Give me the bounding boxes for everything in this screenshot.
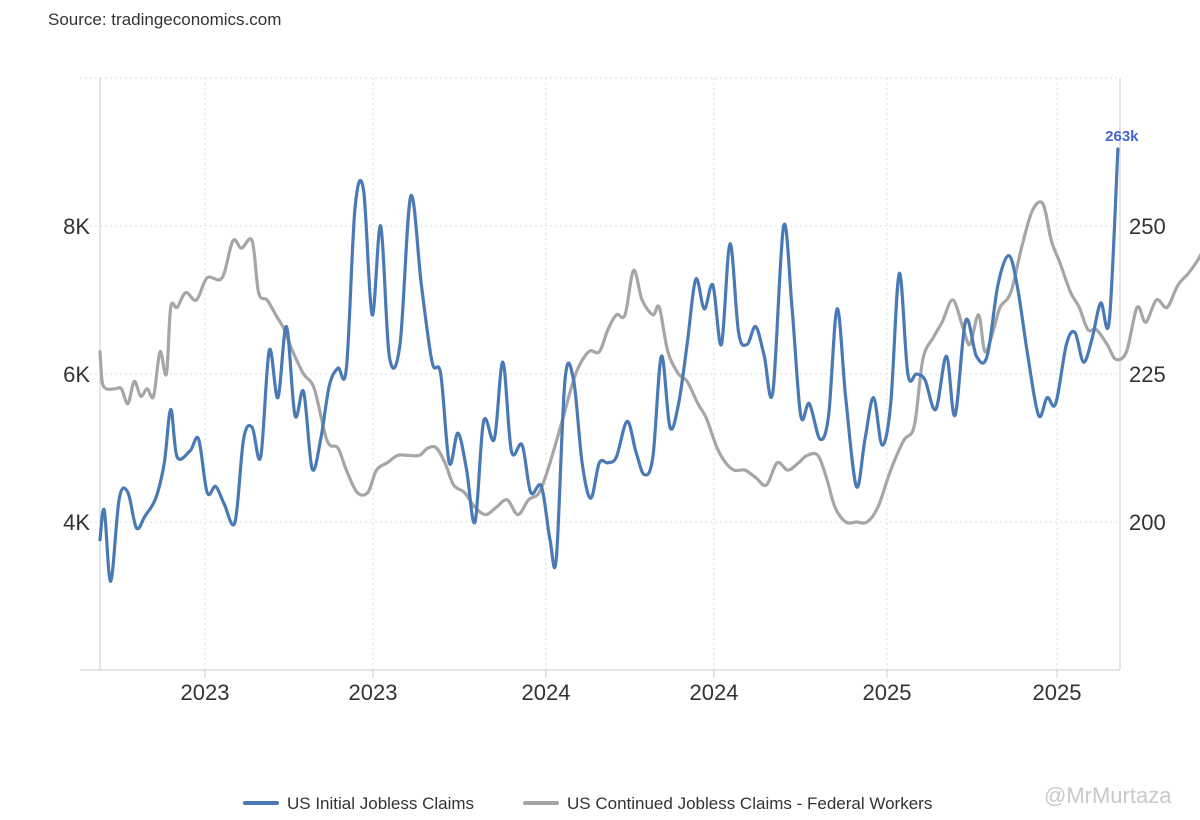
legend-label: US Initial Jobless Claims bbox=[287, 794, 474, 813]
y-left-tick-label: 4K bbox=[63, 510, 90, 535]
legend: US Initial Jobless Claims US Continued Jo… bbox=[243, 794, 932, 813]
x-tick-label: 2025 bbox=[1033, 680, 1082, 705]
axes bbox=[80, 78, 1121, 678]
end-label-us-initial-jobless-claims: 263k bbox=[1105, 128, 1139, 145]
legend-label: US Continued Jobless Claims - Federal Wo… bbox=[567, 794, 932, 813]
x-tick-label: 2023 bbox=[349, 680, 398, 705]
legend-item-us-continued-jobless-claims-federal-workers[interactable]: US Continued Jobless Claims - Federal Wo… bbox=[523, 794, 932, 813]
source-text: Source: tradingeconomics.com bbox=[48, 10, 281, 29]
y-right-tick-label: 225 bbox=[1129, 362, 1166, 387]
y-left-tick-label: 8K bbox=[63, 214, 90, 239]
series-line-us-continued-jobless-claims-federal-workers bbox=[98, 200, 1200, 525]
y-right-tick-label: 250 bbox=[1129, 214, 1166, 239]
labels: 4K6K8K2023202320242024202520252002252508… bbox=[63, 128, 1166, 705]
legend-item-us-initial-jobless-claims[interactable]: US Initial Jobless Claims bbox=[243, 794, 474, 813]
watermark-text: @MrMurtaza bbox=[1044, 783, 1172, 808]
x-tick-label: 2024 bbox=[522, 680, 571, 705]
x-tick-label: 2024 bbox=[690, 680, 739, 705]
grid bbox=[80, 77, 1120, 670]
x-tick-label: 2023 bbox=[181, 680, 230, 705]
series-line-us-initial-jobless-claims bbox=[98, 147, 1120, 583]
x-tick-label: 2025 bbox=[863, 680, 912, 705]
y-right-tick-label: 200 bbox=[1129, 510, 1166, 535]
y-left-tick-label: 6K bbox=[63, 362, 90, 387]
series-layer bbox=[98, 147, 1200, 583]
